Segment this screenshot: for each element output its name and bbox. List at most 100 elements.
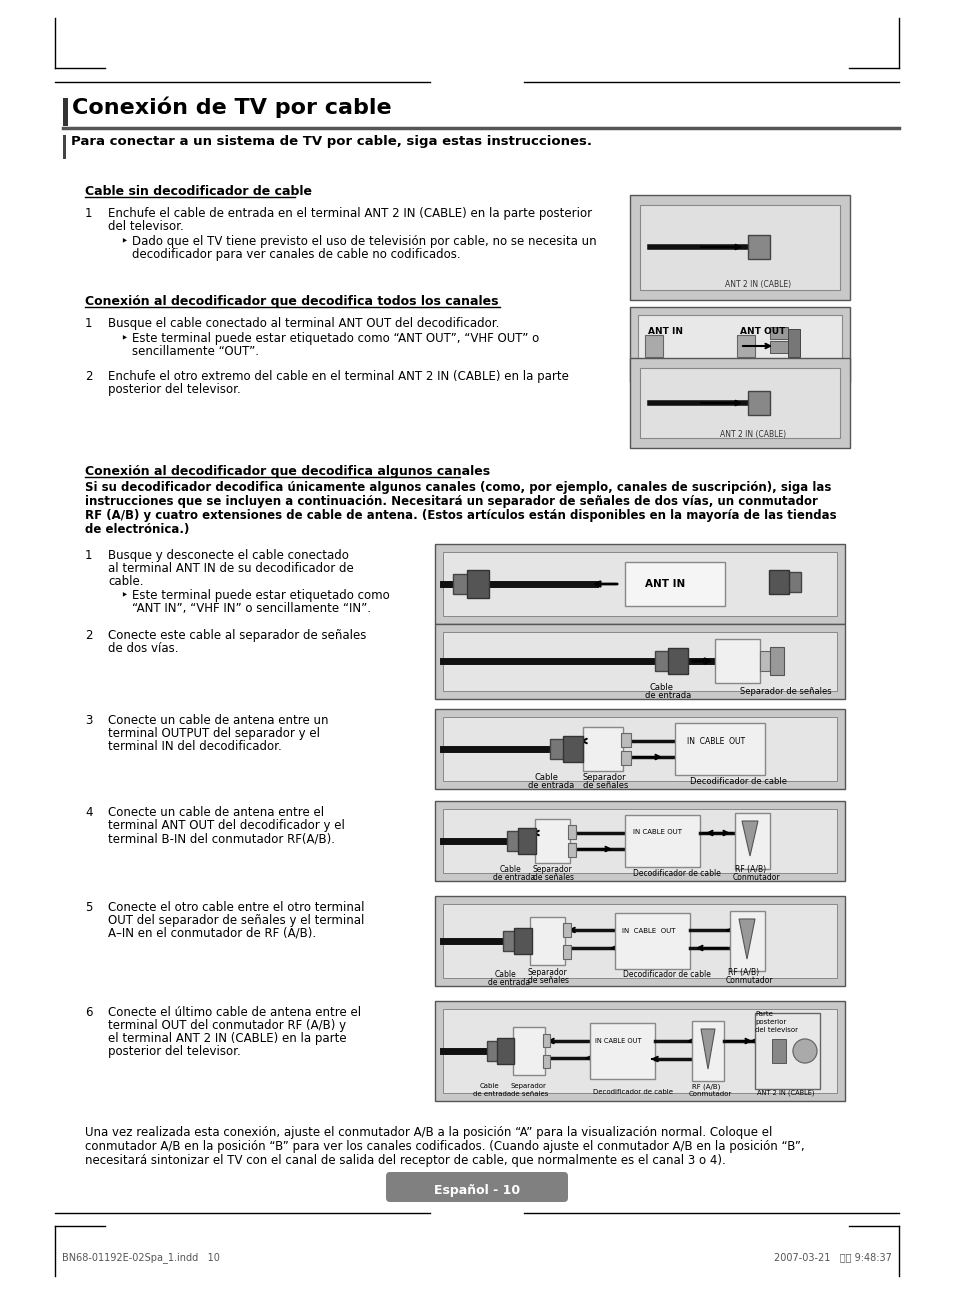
Text: Decodificador de cable: Decodificador de cable — [593, 1090, 672, 1095]
Text: “ANT IN”, “VHF IN” o sencillamente “IN”.: “ANT IN”, “VHF IN” o sencillamente “IN”. — [132, 602, 371, 615]
Bar — [567, 826, 576, 839]
Text: Parte: Parte — [754, 1011, 772, 1017]
Bar — [639, 367, 840, 437]
Bar — [562, 736, 582, 762]
Text: posterior del televisor.: posterior del televisor. — [108, 1046, 240, 1058]
Text: conmutador A/B en la posición “B” para ver los canales codificados. (Cuando ajus: conmutador A/B en la posición “B” para v… — [85, 1140, 803, 1153]
Text: ANT 2 IN (CABLE): ANT 2 IN (CABLE) — [757, 1090, 814, 1096]
Text: ‣: ‣ — [120, 589, 128, 602]
Text: instrucciones que se incluyen a continuación. Necesitará un separador de señales: instrucciones que se incluyen a continua… — [85, 496, 817, 509]
Text: Conmutador: Conmutador — [688, 1091, 732, 1097]
Text: Separador de señales: Separador de señales — [740, 687, 831, 696]
Text: RF (A/B): RF (A/B) — [734, 864, 765, 873]
Text: terminal OUT del conmutador RF (A/B) y: terminal OUT del conmutador RF (A/B) y — [108, 1018, 346, 1033]
Text: Decodificador de cable: Decodificador de cable — [622, 970, 710, 980]
Text: posterior del televisor.: posterior del televisor. — [108, 383, 240, 396]
Text: de entrada: de entrada — [644, 691, 691, 700]
Text: ‣: ‣ — [120, 333, 128, 345]
Text: 1: 1 — [85, 317, 92, 330]
Bar — [582, 727, 622, 771]
Bar — [638, 314, 841, 374]
Bar — [435, 801, 844, 881]
Bar — [453, 575, 469, 594]
Text: ‣: ‣ — [120, 236, 128, 248]
Bar — [442, 809, 836, 873]
Bar — [675, 723, 764, 775]
FancyBboxPatch shape — [386, 1172, 567, 1202]
Polygon shape — [741, 820, 758, 857]
Text: 1: 1 — [85, 549, 92, 562]
Bar — [567, 842, 576, 857]
Text: de electrónica.): de electrónica.) — [85, 523, 190, 536]
Text: Enchufe el otro extremo del cable en el terminal ANT 2 IN (CABLE) en la parte: Enchufe el otro extremo del cable en el … — [108, 370, 568, 383]
Text: Conecte un cable de antena entre el: Conecte un cable de antena entre el — [108, 806, 324, 819]
Bar — [787, 329, 800, 357]
Bar — [514, 928, 532, 954]
Bar — [562, 945, 571, 959]
Text: 1: 1 — [85, 207, 92, 220]
Text: terminal OUTPUT del separador y el: terminal OUTPUT del separador y el — [108, 727, 319, 740]
Text: Conexión de TV por cable: Conexión de TV por cable — [71, 96, 392, 118]
Text: IN  CABLE  OUT: IN CABLE OUT — [686, 738, 744, 747]
Bar — [620, 751, 630, 765]
Bar — [506, 831, 520, 851]
Text: Este terminal puede estar etiquetado como: Este terminal puede estar etiquetado com… — [132, 589, 390, 602]
Bar — [63, 98, 68, 126]
Text: Separador: Separador — [527, 968, 567, 977]
Text: Si su decodificador decodifica únicamente algunos canales (como, por ejemplo, ca: Si su decodificador decodifica únicament… — [85, 481, 830, 494]
Text: Separador: Separador — [511, 1083, 546, 1090]
Bar — [747, 391, 769, 415]
Polygon shape — [700, 1029, 714, 1069]
Bar — [562, 923, 571, 937]
Bar — [644, 335, 662, 357]
Bar — [655, 651, 670, 672]
Text: Para conectar a un sistema de TV por cable, siga estas instrucciones.: Para conectar a un sistema de TV por cab… — [71, 135, 592, 148]
Text: IN  CABLE  OUT: IN CABLE OUT — [621, 928, 675, 934]
Text: del televisor.: del televisor. — [108, 220, 184, 233]
Text: Busque el cable conectado al terminal ANT OUT del decodificador.: Busque el cable conectado al terminal AN… — [108, 317, 498, 330]
Bar — [442, 905, 836, 978]
Bar — [769, 647, 783, 675]
Bar — [442, 553, 836, 616]
Text: IN CABLE OUT: IN CABLE OUT — [633, 829, 681, 835]
Text: Separador: Separador — [533, 864, 572, 873]
Text: ANT IN: ANT IN — [644, 578, 684, 589]
Text: BN68-01192E-02Spa_1.indd   10: BN68-01192E-02Spa_1.indd 10 — [62, 1253, 219, 1263]
Text: RF (A/B) y cuatro extensiones de cable de antena. (Estos artículos están disponi: RF (A/B) y cuatro extensiones de cable d… — [85, 509, 836, 521]
Bar — [442, 631, 836, 691]
Text: RF (A/B): RF (A/B) — [691, 1083, 720, 1090]
Text: Conecte el último cable de antena entre el: Conecte el último cable de antena entre … — [108, 1005, 361, 1018]
Text: ANT IN: ANT IN — [647, 327, 682, 336]
Text: Conmutador: Conmutador — [725, 976, 773, 985]
Text: OUT del separador de señales y el terminal: OUT del separador de señales y el termin… — [108, 914, 364, 927]
Bar — [435, 709, 844, 789]
Text: Busque y desconecte el cable conectado: Busque y desconecte el cable conectado — [108, 549, 349, 562]
Text: Cable: Cable — [535, 773, 558, 782]
Bar — [624, 562, 724, 606]
Text: terminal ANT OUT del decodificador y el: terminal ANT OUT del decodificador y el — [108, 819, 345, 832]
Text: Cable sin decodificador de cable: Cable sin decodificador de cable — [85, 185, 312, 198]
Text: Conecte un cable de antena entre un: Conecte un cable de antena entre un — [108, 714, 328, 727]
Text: Dado que el TV tiene previsto el uso de televisión por cable, no se necesita un: Dado que el TV tiene previsto el uso de … — [132, 236, 596, 248]
Bar — [624, 815, 700, 867]
Bar — [760, 651, 769, 672]
Text: Decodificador de cable: Decodificador de cable — [689, 776, 786, 785]
Text: Cable: Cable — [499, 864, 521, 873]
Bar — [620, 732, 630, 747]
Text: posterior: posterior — [754, 1018, 785, 1025]
Text: Separador: Separador — [582, 773, 626, 782]
Text: Cable: Cable — [479, 1083, 499, 1090]
Text: del televisor: del televisor — [754, 1027, 797, 1033]
Bar — [442, 1009, 836, 1093]
Circle shape — [792, 1039, 816, 1062]
Text: ANT 2 IN (CABLE): ANT 2 IN (CABLE) — [720, 430, 785, 439]
Bar — [714, 639, 760, 683]
Text: 3: 3 — [85, 714, 92, 727]
Text: Conecte el otro cable entre el otro terminal: Conecte el otro cable entre el otro term… — [108, 901, 364, 914]
Bar — [542, 1034, 550, 1047]
Text: Cable: Cable — [495, 970, 517, 980]
Text: terminal B-IN del conmutador RF(A/B).: terminal B-IN del conmutador RF(A/B). — [108, 832, 335, 845]
Text: Una vez realizada esta conexión, ajuste el conmutador A/B a la posición “A” para: Una vez realizada esta conexión, ajuste … — [85, 1126, 772, 1139]
Bar — [517, 828, 536, 854]
Bar — [667, 648, 687, 674]
